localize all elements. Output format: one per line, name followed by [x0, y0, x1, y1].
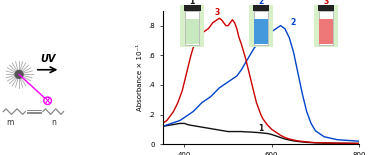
Text: X: X [45, 98, 50, 104]
FancyBboxPatch shape [318, 4, 334, 11]
Text: 2: 2 [258, 0, 263, 6]
FancyBboxPatch shape [185, 11, 199, 45]
Circle shape [15, 71, 23, 78]
Text: 1: 1 [189, 0, 195, 6]
Text: n: n [51, 118, 56, 127]
Text: 3: 3 [323, 0, 328, 6]
FancyBboxPatch shape [254, 19, 268, 44]
Text: 3: 3 [215, 8, 220, 17]
Text: m: m [6, 118, 13, 127]
FancyBboxPatch shape [249, 5, 273, 46]
FancyBboxPatch shape [186, 19, 199, 44]
Text: 2: 2 [290, 18, 295, 27]
FancyBboxPatch shape [319, 11, 333, 45]
Text: UV: UV [40, 54, 55, 64]
FancyBboxPatch shape [254, 11, 268, 45]
Circle shape [44, 97, 51, 104]
Text: 1: 1 [258, 124, 263, 133]
FancyBboxPatch shape [314, 5, 338, 46]
FancyBboxPatch shape [180, 5, 204, 46]
Y-axis label: Absorbance × 10⁻¹: Absorbance × 10⁻¹ [136, 44, 143, 111]
FancyBboxPatch shape [319, 19, 333, 44]
FancyBboxPatch shape [184, 4, 201, 11]
FancyBboxPatch shape [253, 4, 270, 11]
